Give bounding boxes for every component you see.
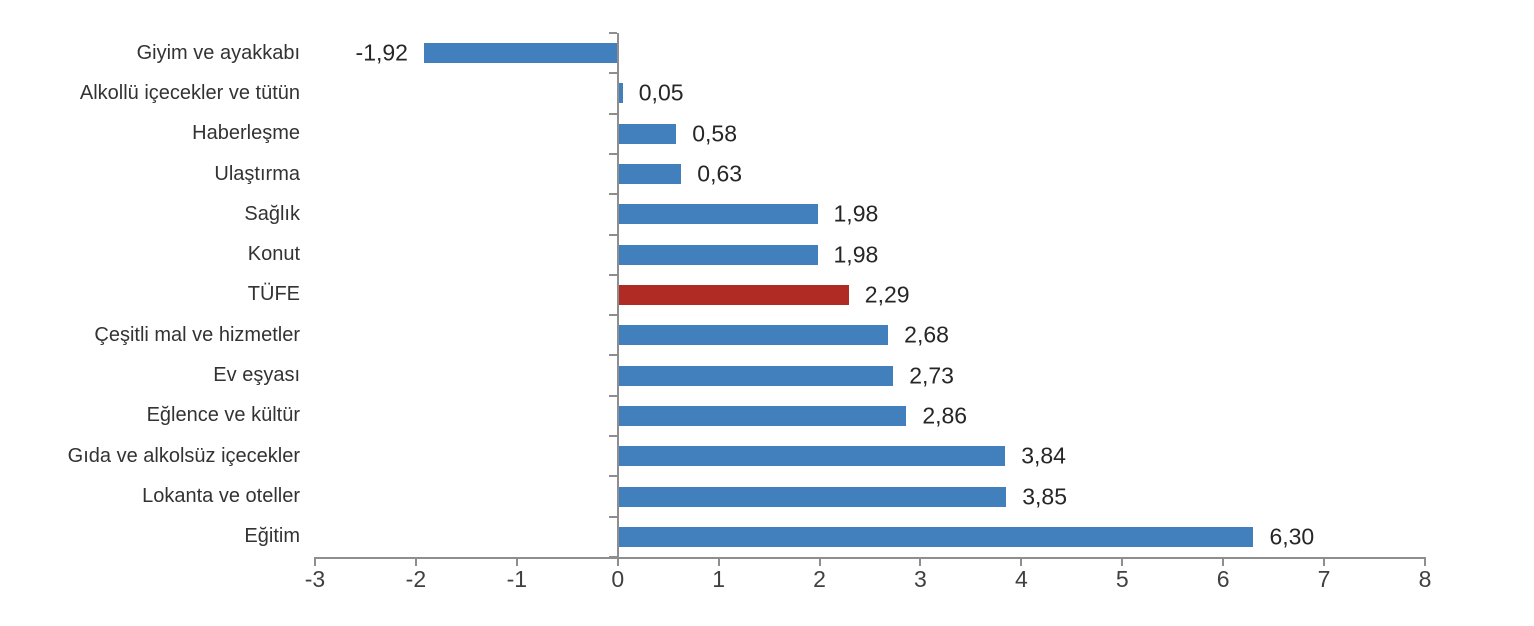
- x-tick-label: 2: [813, 566, 826, 592]
- category-label: Eğitim: [244, 525, 300, 548]
- value-label: 2,68: [904, 321, 949, 348]
- bar: [617, 486, 1007, 507]
- bar: [617, 123, 677, 144]
- bar: [617, 244, 818, 265]
- value-label: 2,86: [922, 402, 968, 429]
- bar: [617, 526, 1254, 547]
- category-label: TÜFE: [247, 283, 300, 306]
- x-tick-label: 3: [914, 566, 927, 592]
- category-label: Alkollü içecekler ve tütün: [79, 81, 300, 104]
- category-label: Giyim ve ayakkabı: [136, 41, 300, 64]
- x-tick-label: 6: [1216, 566, 1230, 592]
- value-label: 0,58: [692, 120, 738, 147]
- x-tick-mark: [314, 557, 316, 566]
- y-tick-mark: [608, 354, 617, 357]
- category-label: Çeşitli mal ve hizmetler: [94, 323, 300, 346]
- bar: [617, 83, 623, 104]
- bar: [423, 43, 618, 64]
- x-tick-label: -2: [405, 566, 427, 592]
- category-label: Gıda ve alkolsüz içecekler: [67, 444, 300, 467]
- x-tick-mark: [919, 557, 922, 566]
- x-tick-mark: [1323, 557, 1326, 566]
- category-label: Ulaştırma: [214, 162, 300, 185]
- y-tick-mark: [608, 273, 617, 276]
- y-tick-mark: [608, 72, 617, 75]
- value-label: -1,92: [355, 39, 408, 66]
- y-tick-mark: [608, 152, 617, 155]
- bar: [617, 164, 682, 185]
- y-tick-mark: [608, 394, 617, 397]
- x-tick-label: -3: [304, 566, 326, 592]
- x-tick-label: -1: [506, 566, 528, 592]
- value-label: 2,73: [909, 362, 954, 389]
- x-tick-label: 7: [1317, 566, 1331, 592]
- bar-highlighted: [617, 285, 849, 305]
- y-tick-mark: [608, 475, 617, 478]
- bar: [617, 325, 889, 346]
- y-tick-mark: [608, 112, 617, 115]
- y-axis-line: [616, 33, 619, 557]
- x-tick-label: 8: [1418, 566, 1432, 592]
- x-tick-mark: [616, 557, 619, 566]
- x-tick-label: 5: [1115, 566, 1129, 592]
- category-label: Lokanta ve oteller: [142, 485, 300, 508]
- bar: [617, 446, 1006, 467]
- y-tick-mark: [608, 515, 617, 518]
- value-label: 1,98: [833, 200, 879, 227]
- x-tick-mark: [414, 557, 417, 566]
- x-tick-mark: [1020, 557, 1023, 566]
- value-label: 3,84: [1021, 442, 1066, 469]
- category-label: Eğlence ve kültür: [146, 404, 300, 427]
- x-axis-line: [315, 557, 1425, 559]
- x-tick-mark: [1423, 557, 1426, 566]
- category-label: Haberleşme: [192, 122, 300, 145]
- x-tick-mark: [717, 557, 720, 566]
- category-label: Ev eşyası: [213, 364, 300, 387]
- category-label: Sağlık: [244, 202, 300, 225]
- bar: [617, 405, 907, 426]
- value-label: 0,05: [638, 79, 684, 106]
- y-tick-mark: [608, 32, 617, 34]
- value-label: 1,98: [833, 241, 879, 268]
- bar: [617, 365, 894, 386]
- y-tick-mark: [608, 233, 617, 236]
- x-tick-mark: [818, 557, 821, 566]
- x-tick-label: 0: [611, 566, 625, 592]
- x-tick-mark: [1222, 557, 1225, 566]
- value-label: 3,85: [1022, 483, 1067, 510]
- value-label: 0,63: [697, 160, 743, 187]
- x-tick-mark: [1121, 557, 1124, 566]
- x-tick-label: 4: [1014, 566, 1028, 592]
- y-tick-mark: [608, 314, 617, 317]
- value-label: 2,29: [864, 281, 910, 308]
- x-tick-label: 1: [712, 566, 726, 592]
- category-label: Konut: [247, 243, 300, 266]
- x-tick-mark: [515, 557, 518, 566]
- y-tick-mark: [608, 435, 617, 438]
- bar: [617, 204, 818, 225]
- y-tick-mark: [608, 193, 617, 196]
- value-label: 6,30: [1269, 523, 1315, 550]
- y-tick-mark: [608, 556, 617, 558]
